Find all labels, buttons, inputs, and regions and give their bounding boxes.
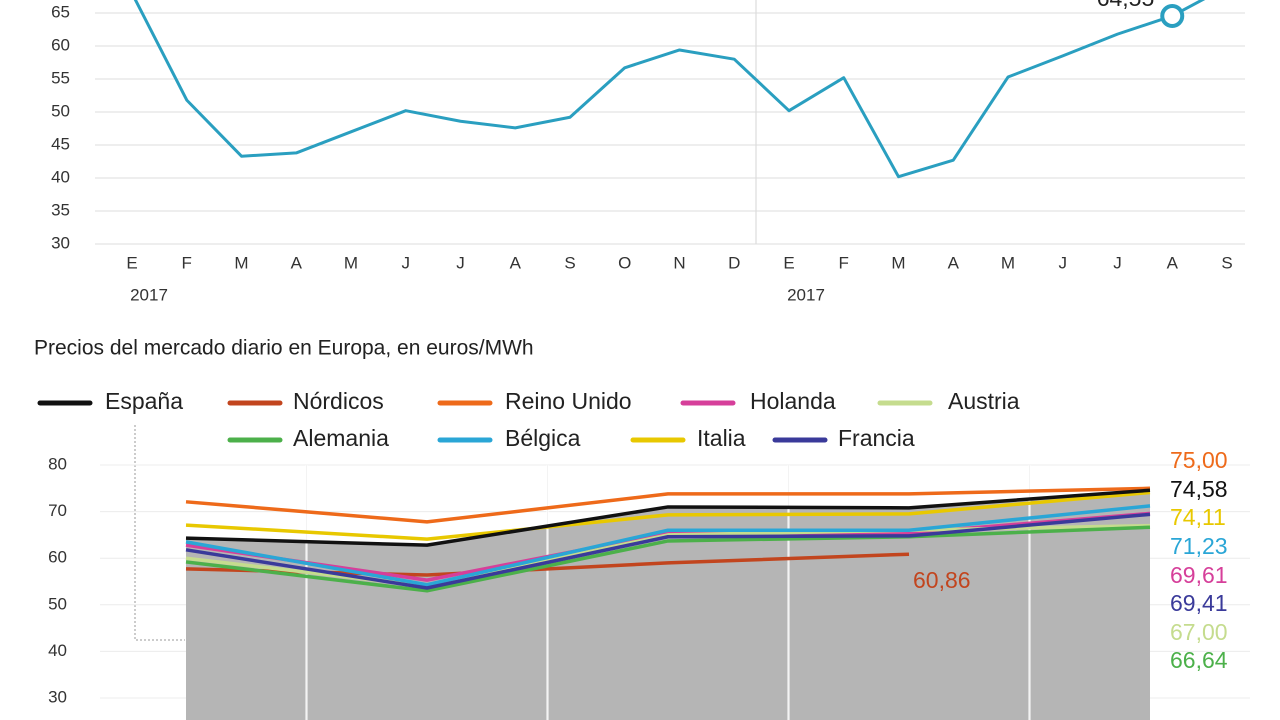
value-label: 60,86: [913, 567, 971, 593]
series-line: [185, 525, 1151, 593]
x-tick-label: J: [1113, 253, 1122, 272]
x-tick-label: M: [891, 253, 905, 272]
value-label: 71,23: [1170, 533, 1228, 559]
x-tick-label: J: [402, 253, 411, 272]
y-tick-label: 40: [51, 167, 70, 186]
y-tick-label: 55: [51, 68, 70, 87]
chart-title: Precios del mercado diario en Europa, en…: [34, 337, 534, 360]
value-label: 69,61: [1170, 562, 1228, 588]
x-tick-label: E: [783, 253, 794, 272]
x-tick-label: D: [728, 253, 740, 272]
legend-label: Nórdicos: [293, 388, 384, 414]
y-tick-label: 40: [48, 641, 67, 660]
y-tick-label: 60: [51, 35, 70, 54]
x-tick-label: A: [510, 253, 522, 272]
legend-label: Francia: [838, 425, 915, 451]
area: [186, 490, 1150, 720]
value-label: 64,55: [1097, 0, 1155, 11]
x-tick-label: J: [1059, 253, 1068, 272]
y-tick-label: 60: [48, 548, 67, 567]
x-tick-label: F: [182, 253, 192, 272]
value-label: 66,64: [1170, 647, 1228, 673]
y-tick-label: 35: [51, 200, 70, 219]
legend-label: Alemania: [293, 425, 389, 451]
x-tick-label: A: [1167, 253, 1179, 272]
value-label: 75,00: [1170, 447, 1228, 473]
x-tick-label: J: [456, 253, 465, 272]
series-line: [185, 488, 1151, 547]
legend-label: Austria: [948, 388, 1020, 414]
x-tick-label: M: [234, 253, 248, 272]
x-tick-label: A: [291, 253, 303, 272]
y-tick-label: 70: [48, 501, 67, 520]
series-line: [185, 490, 1151, 541]
value-label: 74,58: [1170, 476, 1228, 502]
series-line: [185, 504, 1151, 587]
y-tick-label: 50: [48, 594, 67, 613]
series-line: [185, 512, 1151, 590]
x-tick-label: S: [564, 253, 575, 272]
year-label: 2017: [130, 285, 168, 304]
y-tick-label: 30: [48, 687, 67, 706]
legend-label: Holanda: [750, 388, 836, 414]
legend-label: Italia: [697, 425, 746, 451]
y-tick-label: 30: [51, 233, 70, 252]
x-tick-label: E: [126, 253, 137, 272]
x-tick-label: F: [839, 253, 849, 272]
x-tick-label: M: [344, 253, 358, 272]
value-label: 69,41: [1170, 590, 1228, 616]
bracket: [134, 425, 185, 641]
legend-label: España: [105, 388, 183, 414]
value-label: 67,00: [1170, 619, 1228, 645]
line: [133, 0, 1206, 179]
point-marker: [1160, 3, 1185, 28]
value-label: 74,11: [1170, 504, 1226, 530]
series-line: [185, 486, 1151, 524]
x-tick-label: N: [673, 253, 685, 272]
year-label: 2017: [787, 285, 825, 304]
series-line: [185, 511, 1151, 582]
y-tick-label: 80: [48, 454, 67, 473]
x-tick-label: A: [948, 253, 960, 272]
x-tick-label: O: [618, 253, 631, 272]
x-tick-label: S: [1221, 253, 1232, 272]
legend-label: Bélgica: [505, 425, 581, 451]
y-tick-label: 45: [51, 134, 70, 153]
y-tick-label: 50: [51, 101, 70, 120]
x-tick-label: M: [1001, 253, 1015, 272]
legend-label: Reino Unido: [505, 388, 632, 414]
y-tick-label: 65: [51, 2, 70, 21]
